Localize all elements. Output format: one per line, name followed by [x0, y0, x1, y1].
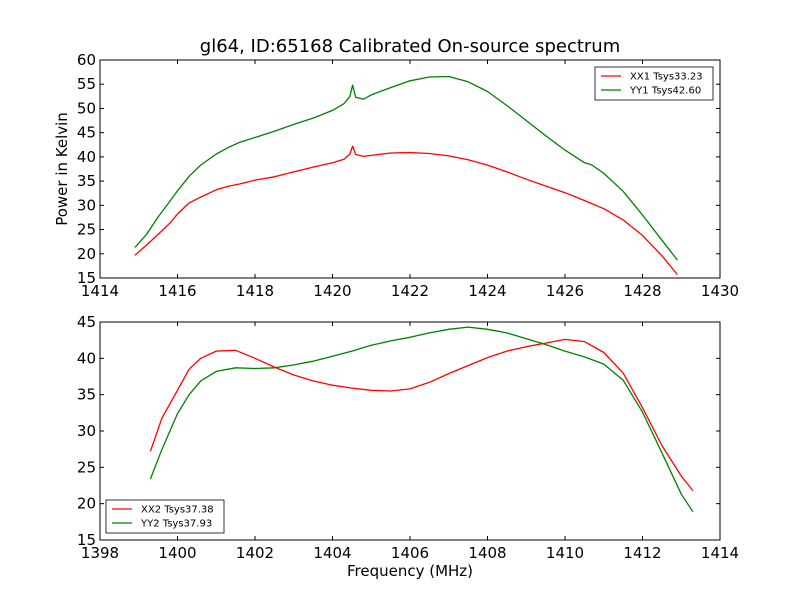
series-line-xx2: [149, 338, 694, 492]
legend-box: [594, 66, 714, 101]
x-tick-label: 1406: [391, 544, 429, 562]
figure-title: gl64, ID:65168 Calibrated On-source spec…: [200, 36, 620, 57]
y-tick-label: 50: [77, 99, 96, 117]
legend-label: XX1 Tsys33.23: [630, 72, 703, 83]
x-tick-label: 1410: [546, 544, 584, 562]
y-tick-label: 55: [77, 75, 96, 93]
y-axis-title: Power in Kelvin: [53, 112, 71, 226]
x-tick-label: 1428: [623, 282, 661, 300]
y-tick-label: 20: [77, 495, 96, 513]
y-tick-label: 30: [77, 196, 96, 214]
y-tick-label: 15: [77, 531, 96, 549]
x-tick-label: 1400: [158, 544, 196, 562]
series-line-xx1: [134, 145, 678, 276]
y-tick-label: 60: [77, 51, 96, 69]
legend-box: [105, 499, 225, 534]
y-tick-label: 25: [77, 458, 96, 476]
x-tick-label: 1418: [236, 282, 274, 300]
y-tick-label: 35: [77, 172, 96, 190]
x-tick-label: 1398: [81, 544, 119, 562]
top-panel-series-lines: [134, 75, 678, 276]
x-tick-label: 1404: [313, 544, 351, 562]
x-tick-label: 1402: [236, 544, 274, 562]
series-line-yy1: [134, 75, 678, 261]
y-tick-label: 30: [77, 422, 96, 440]
top-panel-legend: XX1 Tsys33.23 YY1 Tsys42.60: [594, 66, 714, 101]
y-tick-label: 15: [77, 269, 96, 287]
x-tick-label: 1412: [623, 544, 661, 562]
x-tick-label: 1430: [701, 282, 739, 300]
bottom-panel: 1398 1400 1402 1404 1406 1408 1410 1412 1414 15 20…: [77, 313, 739, 562]
y-tick-label: 45: [77, 313, 96, 331]
x-tick-label: 1424: [468, 282, 506, 300]
legend-label: XX2 Tsys37.38: [141, 505, 214, 516]
x-tick-label: 1420: [313, 282, 351, 300]
bottom-panel-legend: XX2 Tsys37.38 YY2 Tsys37.93: [105, 499, 225, 534]
y-tick-label: 35: [77, 386, 96, 404]
y-tick-label: 40: [77, 349, 96, 367]
x-tick-label: 1414: [701, 544, 739, 562]
x-tick-label: 1426: [546, 282, 584, 300]
legend-label: YY1 Tsys42.60: [629, 86, 701, 97]
series-line-yy2: [149, 326, 694, 513]
y-tick-label: 25: [77, 221, 96, 239]
x-tick-label: 1414: [81, 282, 119, 300]
y-tick-label: 20: [77, 245, 96, 263]
x-axis-title: Frequency (MHz): [347, 562, 473, 580]
x-tick-label: 1422: [391, 282, 429, 300]
legend-label: YY2 Tsys37.93: [140, 519, 212, 530]
x-tick-label: 1408: [468, 544, 506, 562]
top-panel: 1414 1416 1418 1420 1422 1424 1426 1428 1430 15 20…: [77, 51, 739, 300]
x-tick-label: 1416: [158, 282, 196, 300]
y-tick-label: 45: [77, 124, 96, 142]
bottom-panel-ticks: 1398 1400 1402 1404 1406 1408 1410 1412 1414 15 20…: [77, 313, 739, 562]
top-panel-ticks: 1414 1416 1418 1420 1422 1424 1426 1428 1430 15 20…: [77, 51, 739, 300]
y-tick-label: 40: [77, 148, 96, 166]
bottom-panel-series-lines: [149, 326, 694, 513]
